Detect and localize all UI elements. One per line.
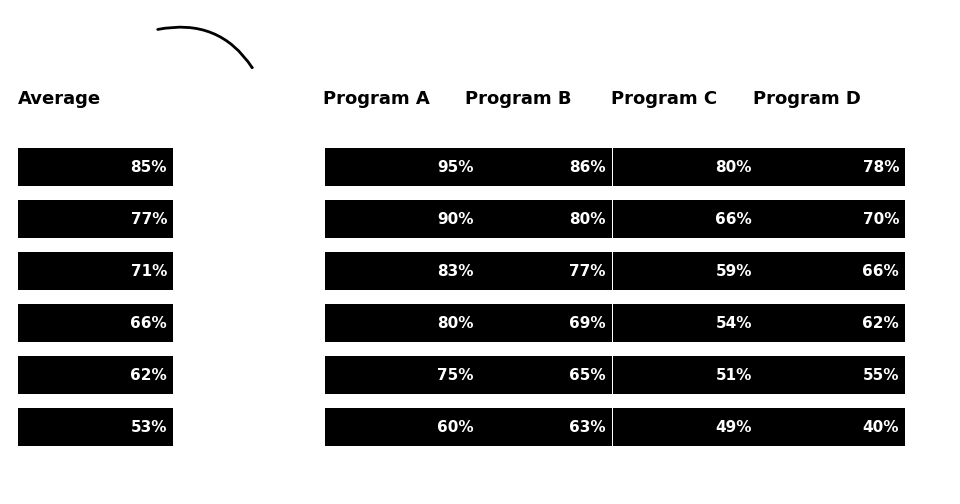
Text: 77%: 77% (569, 264, 606, 279)
Bar (755, 356, 905, 394)
Text: 75%: 75% (438, 367, 474, 383)
Bar (467, 408, 612, 446)
Text: 78%: 78% (862, 159, 899, 174)
Text: 85%: 85% (131, 159, 167, 174)
Text: 95%: 95% (438, 159, 474, 174)
Bar (755, 304, 905, 342)
Bar (613, 252, 758, 290)
Text: Program B: Program B (465, 90, 571, 108)
Bar (325, 148, 480, 186)
Bar (467, 304, 612, 342)
Bar (613, 148, 758, 186)
Text: 62%: 62% (862, 316, 899, 331)
Bar (467, 148, 612, 186)
Text: 53%: 53% (131, 419, 167, 434)
Bar (325, 356, 480, 394)
Bar (18, 252, 173, 290)
Bar (613, 408, 758, 446)
Text: 60%: 60% (438, 419, 474, 434)
Text: Average: Average (18, 90, 101, 108)
Text: 86%: 86% (569, 159, 606, 174)
Bar (755, 252, 905, 290)
Text: 62%: 62% (131, 367, 167, 383)
Text: 83%: 83% (438, 264, 474, 279)
Bar (325, 252, 480, 290)
Text: 66%: 66% (715, 212, 752, 226)
Bar (613, 356, 758, 394)
Bar (18, 408, 173, 446)
Text: 51%: 51% (715, 367, 752, 383)
Text: 70%: 70% (862, 212, 899, 226)
Bar (613, 304, 758, 342)
Bar (467, 200, 612, 238)
Bar (755, 148, 905, 186)
Bar (613, 200, 758, 238)
Text: 80%: 80% (715, 159, 752, 174)
Text: 66%: 66% (131, 316, 167, 331)
Text: Program D: Program D (753, 90, 861, 108)
Bar (18, 148, 173, 186)
Bar (755, 408, 905, 446)
Text: 71%: 71% (131, 264, 167, 279)
Text: 59%: 59% (715, 264, 752, 279)
Text: 80%: 80% (569, 212, 606, 226)
Text: 40%: 40% (862, 419, 899, 434)
Bar (325, 304, 480, 342)
Bar (18, 200, 173, 238)
Text: 49%: 49% (715, 419, 752, 434)
Text: 69%: 69% (569, 316, 606, 331)
Text: 63%: 63% (569, 419, 606, 434)
Bar (467, 252, 612, 290)
Bar (325, 200, 480, 238)
Text: 80%: 80% (438, 316, 474, 331)
Bar (325, 408, 480, 446)
Text: Program C: Program C (611, 90, 717, 108)
Text: 77%: 77% (131, 212, 167, 226)
Bar (18, 356, 173, 394)
Text: Program A: Program A (323, 90, 430, 108)
Text: 90%: 90% (438, 212, 474, 226)
Bar (18, 304, 173, 342)
Text: 54%: 54% (715, 316, 752, 331)
Bar (755, 200, 905, 238)
Bar (467, 356, 612, 394)
Text: 66%: 66% (862, 264, 899, 279)
Text: 55%: 55% (862, 367, 899, 383)
Text: 65%: 65% (569, 367, 606, 383)
